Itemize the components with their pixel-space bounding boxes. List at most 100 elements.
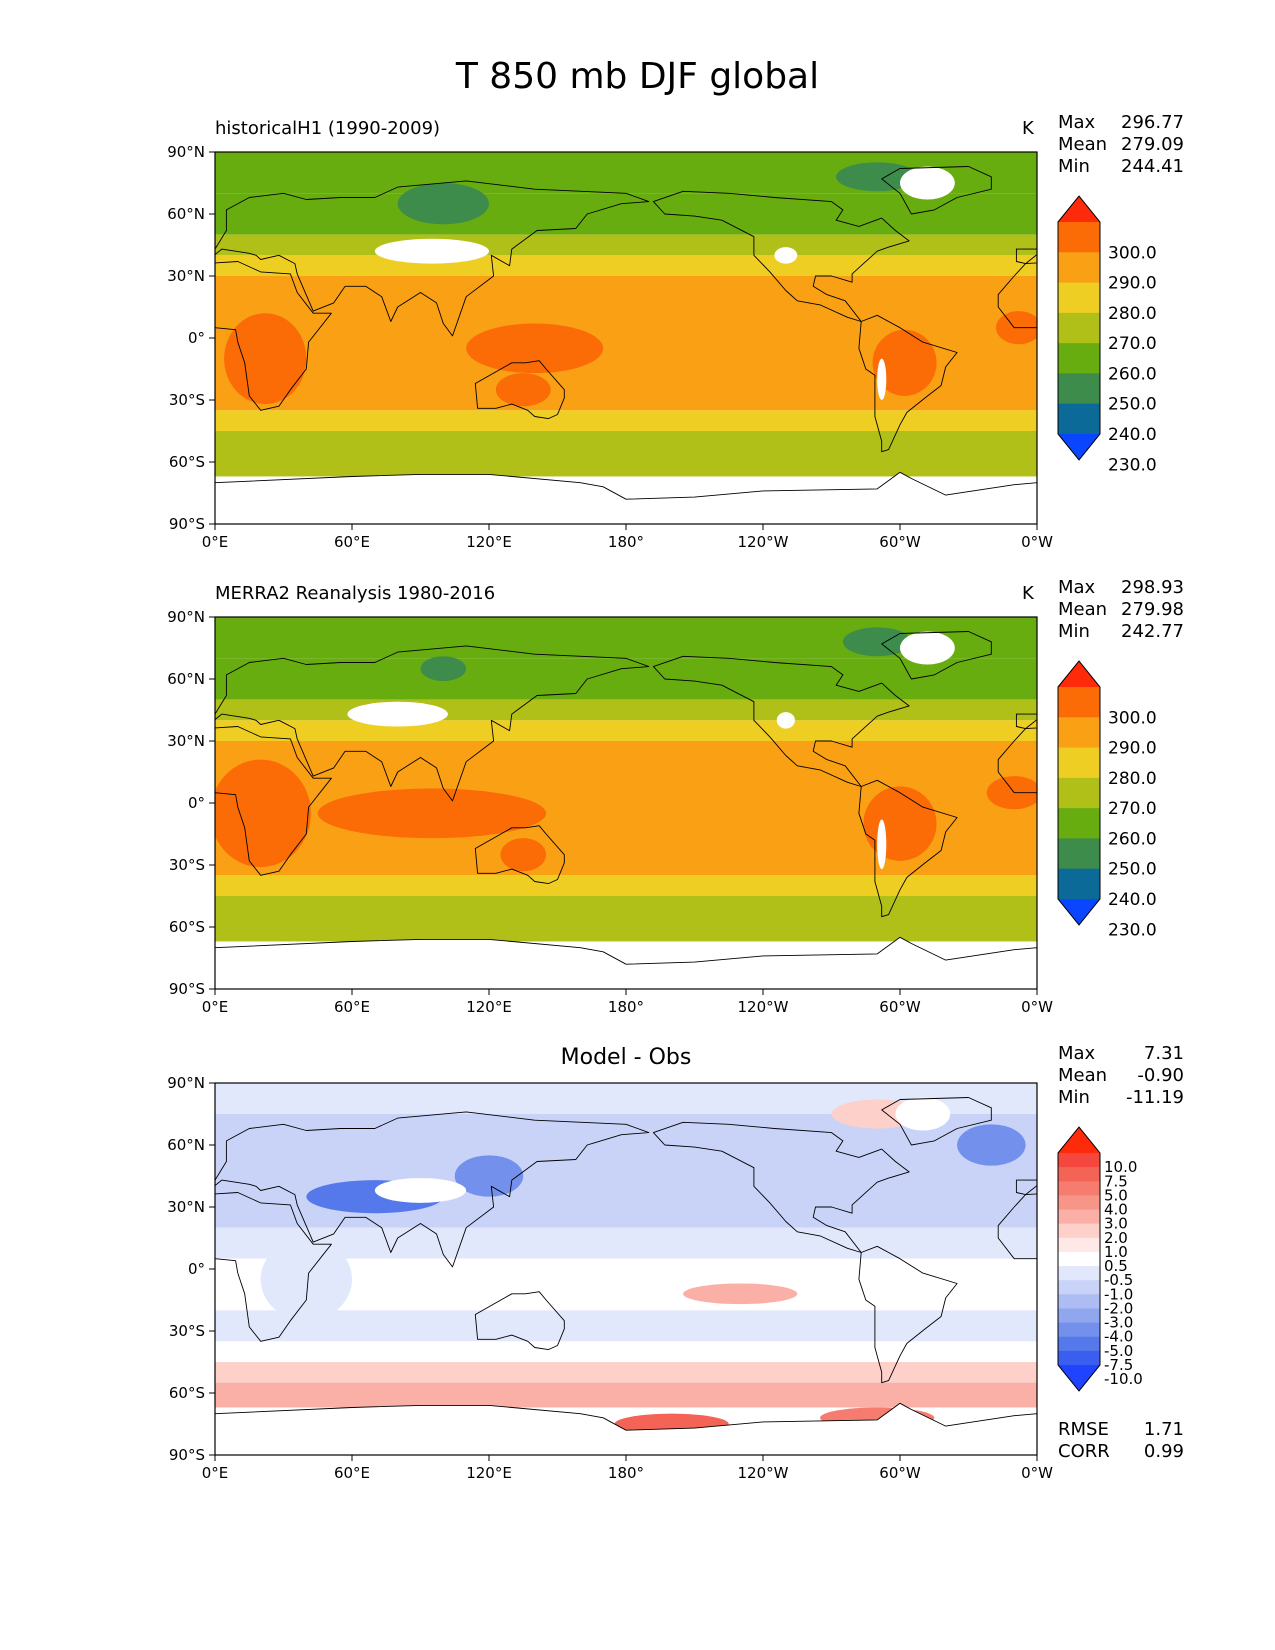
field-anomaly (347, 701, 448, 727)
map-field (215, 617, 1037, 989)
lon-tick-label: 60°W (879, 1464, 921, 1482)
colorbar-label: 250.0 (1108, 860, 1157, 880)
lat-tick-label: 90°N (167, 143, 205, 161)
field-anomaly (872, 329, 937, 396)
field-anomaly (374, 238, 489, 264)
map-panel-svg: 0°E 60°E 120°E 180° 120°W 60°W 0°W 90°N 60°N 30°N… (167, 608, 1157, 1016)
colorbar-extend-top (1058, 196, 1100, 222)
lat-tick-label: 60°S (169, 453, 205, 471)
stat-mean: Mean 279.09 (1058, 134, 1184, 155)
colorbar-label: 4.0 (1104, 1201, 1128, 1219)
colorbar-label: 270.0 (1108, 334, 1157, 354)
field-anomaly (495, 373, 551, 407)
colorbar-segment (1058, 1181, 1100, 1196)
stat-mean: Mean -0.90 (1058, 1065, 1184, 1086)
lon-tick-label: 120°W (738, 1464, 789, 1482)
colorbar-segment (1058, 1167, 1100, 1182)
colorbar-segment (1058, 1336, 1100, 1352)
field-anomaly (957, 1124, 1026, 1166)
field-anomaly (397, 183, 490, 225)
colorbar: 300.0 290.0 280.0 270.0 260.0 250.0 240.0 230.0 (1057, 660, 1157, 940)
footer-stats: RMSE 1.71 CORR 0.99 (1058, 1419, 1184, 1463)
colorbar-segment (1058, 838, 1100, 870)
colorbar-label: 0.5 (1104, 1257, 1128, 1275)
map-field (215, 1083, 1037, 1455)
colorbar-label: 230.0 (1108, 455, 1157, 475)
field-anomaly (683, 1283, 798, 1305)
lon-tick-label: 120°W (738, 998, 789, 1016)
field-anomaly (500, 838, 547, 872)
field-band (215, 699, 1037, 721)
colorbar-segment (1058, 1153, 1100, 1168)
field-band (215, 896, 1037, 942)
coastline-eurasia (215, 1111, 650, 1268)
field-band (215, 1310, 1037, 1342)
stat-corr: CORR 0.99 (1058, 1441, 1184, 1462)
coastline-samerica (858, 314, 958, 453)
colorbar-segment (1058, 1322, 1100, 1338)
lat-tick-label: 30°N (167, 267, 205, 285)
stat-max: Max 296.77 (1058, 112, 1184, 133)
colorbar-label: 300.0 (1108, 243, 1157, 263)
lon-tick-label: 0°W (1021, 1464, 1053, 1482)
field-anomaly (895, 1097, 951, 1131)
colorbar-label: 230.0 (1108, 920, 1157, 940)
colorbar-segment (1058, 717, 1100, 749)
colorbar-label: 240.0 (1108, 425, 1157, 445)
colorbar-segment (1058, 1237, 1100, 1253)
colorbar-segment (1058, 252, 1100, 284)
stat-rmse: RMSE 1.71 (1058, 1419, 1184, 1440)
coastline-greenland (881, 631, 992, 680)
colorbar-label: 300.0 (1108, 708, 1157, 728)
lat-tick-label: 60°N (167, 670, 205, 688)
panel-title: historicalH1 (1990-2009) (215, 118, 441, 139)
lon-tick-label: 120°E (466, 1464, 512, 1482)
colorbar-segment (1058, 1308, 1100, 1324)
coastline-greenland (881, 166, 992, 215)
coastline-africa (215, 261, 332, 411)
stat-min: Min 244.41 (1058, 156, 1184, 177)
colorbar-segment (1058, 808, 1100, 839)
lon-tick-label: 120°W (738, 533, 789, 551)
map-field (215, 152, 1037, 524)
coastline-samerica (858, 1245, 958, 1384)
colorbar-segment (1058, 312, 1100, 344)
colorbar-label: 280.0 (1108, 769, 1157, 789)
lat-tick-label: 0° (188, 329, 205, 347)
colorbar-label: 260.0 (1108, 829, 1157, 849)
lon-tick-label: 60°E (334, 533, 370, 551)
panel-title: Model - Obs (560, 1045, 692, 1070)
colorbar-segment (1058, 1223, 1100, 1239)
field-band (215, 1341, 1037, 1362)
coastline-eurasia (215, 645, 650, 802)
colorbar-extend-top (1058, 1127, 1100, 1153)
colorbar-label: -3.0 (1104, 1314, 1133, 1332)
colorbar-label: 240.0 (1108, 890, 1157, 910)
stat-mean: Mean 279.98 (1058, 599, 1184, 620)
panel-model: historicalH1 (1990-2009) K Max 296.77 Mea… (0, 110, 1275, 580)
colorbar-outline (1057, 195, 1101, 461)
coastline-namerica (652, 655, 910, 787)
colorbar: 10.07.55.04.03.02.01.00.5-0.5-1.0-2.0-3.… (1057, 1126, 1143, 1392)
colorbar-outline (1057, 1126, 1101, 1392)
colorbar-extend-bottom (1058, 434, 1100, 460)
coastline-antarctica (215, 471, 1037, 524)
field-anomaly (863, 786, 937, 861)
colorbar-segment (1058, 747, 1100, 779)
lat-tick-label: 60°S (169, 918, 205, 936)
field-band (215, 255, 1037, 276)
field-band (215, 431, 1037, 477)
lat-tick-label: 30°N (167, 1198, 205, 1216)
colorbar-outline (1057, 660, 1101, 926)
lon-tick-label: 60°W (879, 998, 921, 1016)
colorbar-segment (1058, 403, 1100, 435)
colorbar-extend-top (1058, 661, 1100, 687)
colorbar-label: -5.0 (1104, 1342, 1133, 1360)
units-label: K (1022, 118, 1034, 139)
colorbar-label: -0.5 (1104, 1271, 1133, 1289)
lat-tick-label: 30°S (169, 1322, 205, 1340)
field-anomaly (842, 627, 912, 657)
colorbar-label: 290.0 (1108, 274, 1157, 294)
lon-tick-label: 180° (608, 998, 644, 1016)
